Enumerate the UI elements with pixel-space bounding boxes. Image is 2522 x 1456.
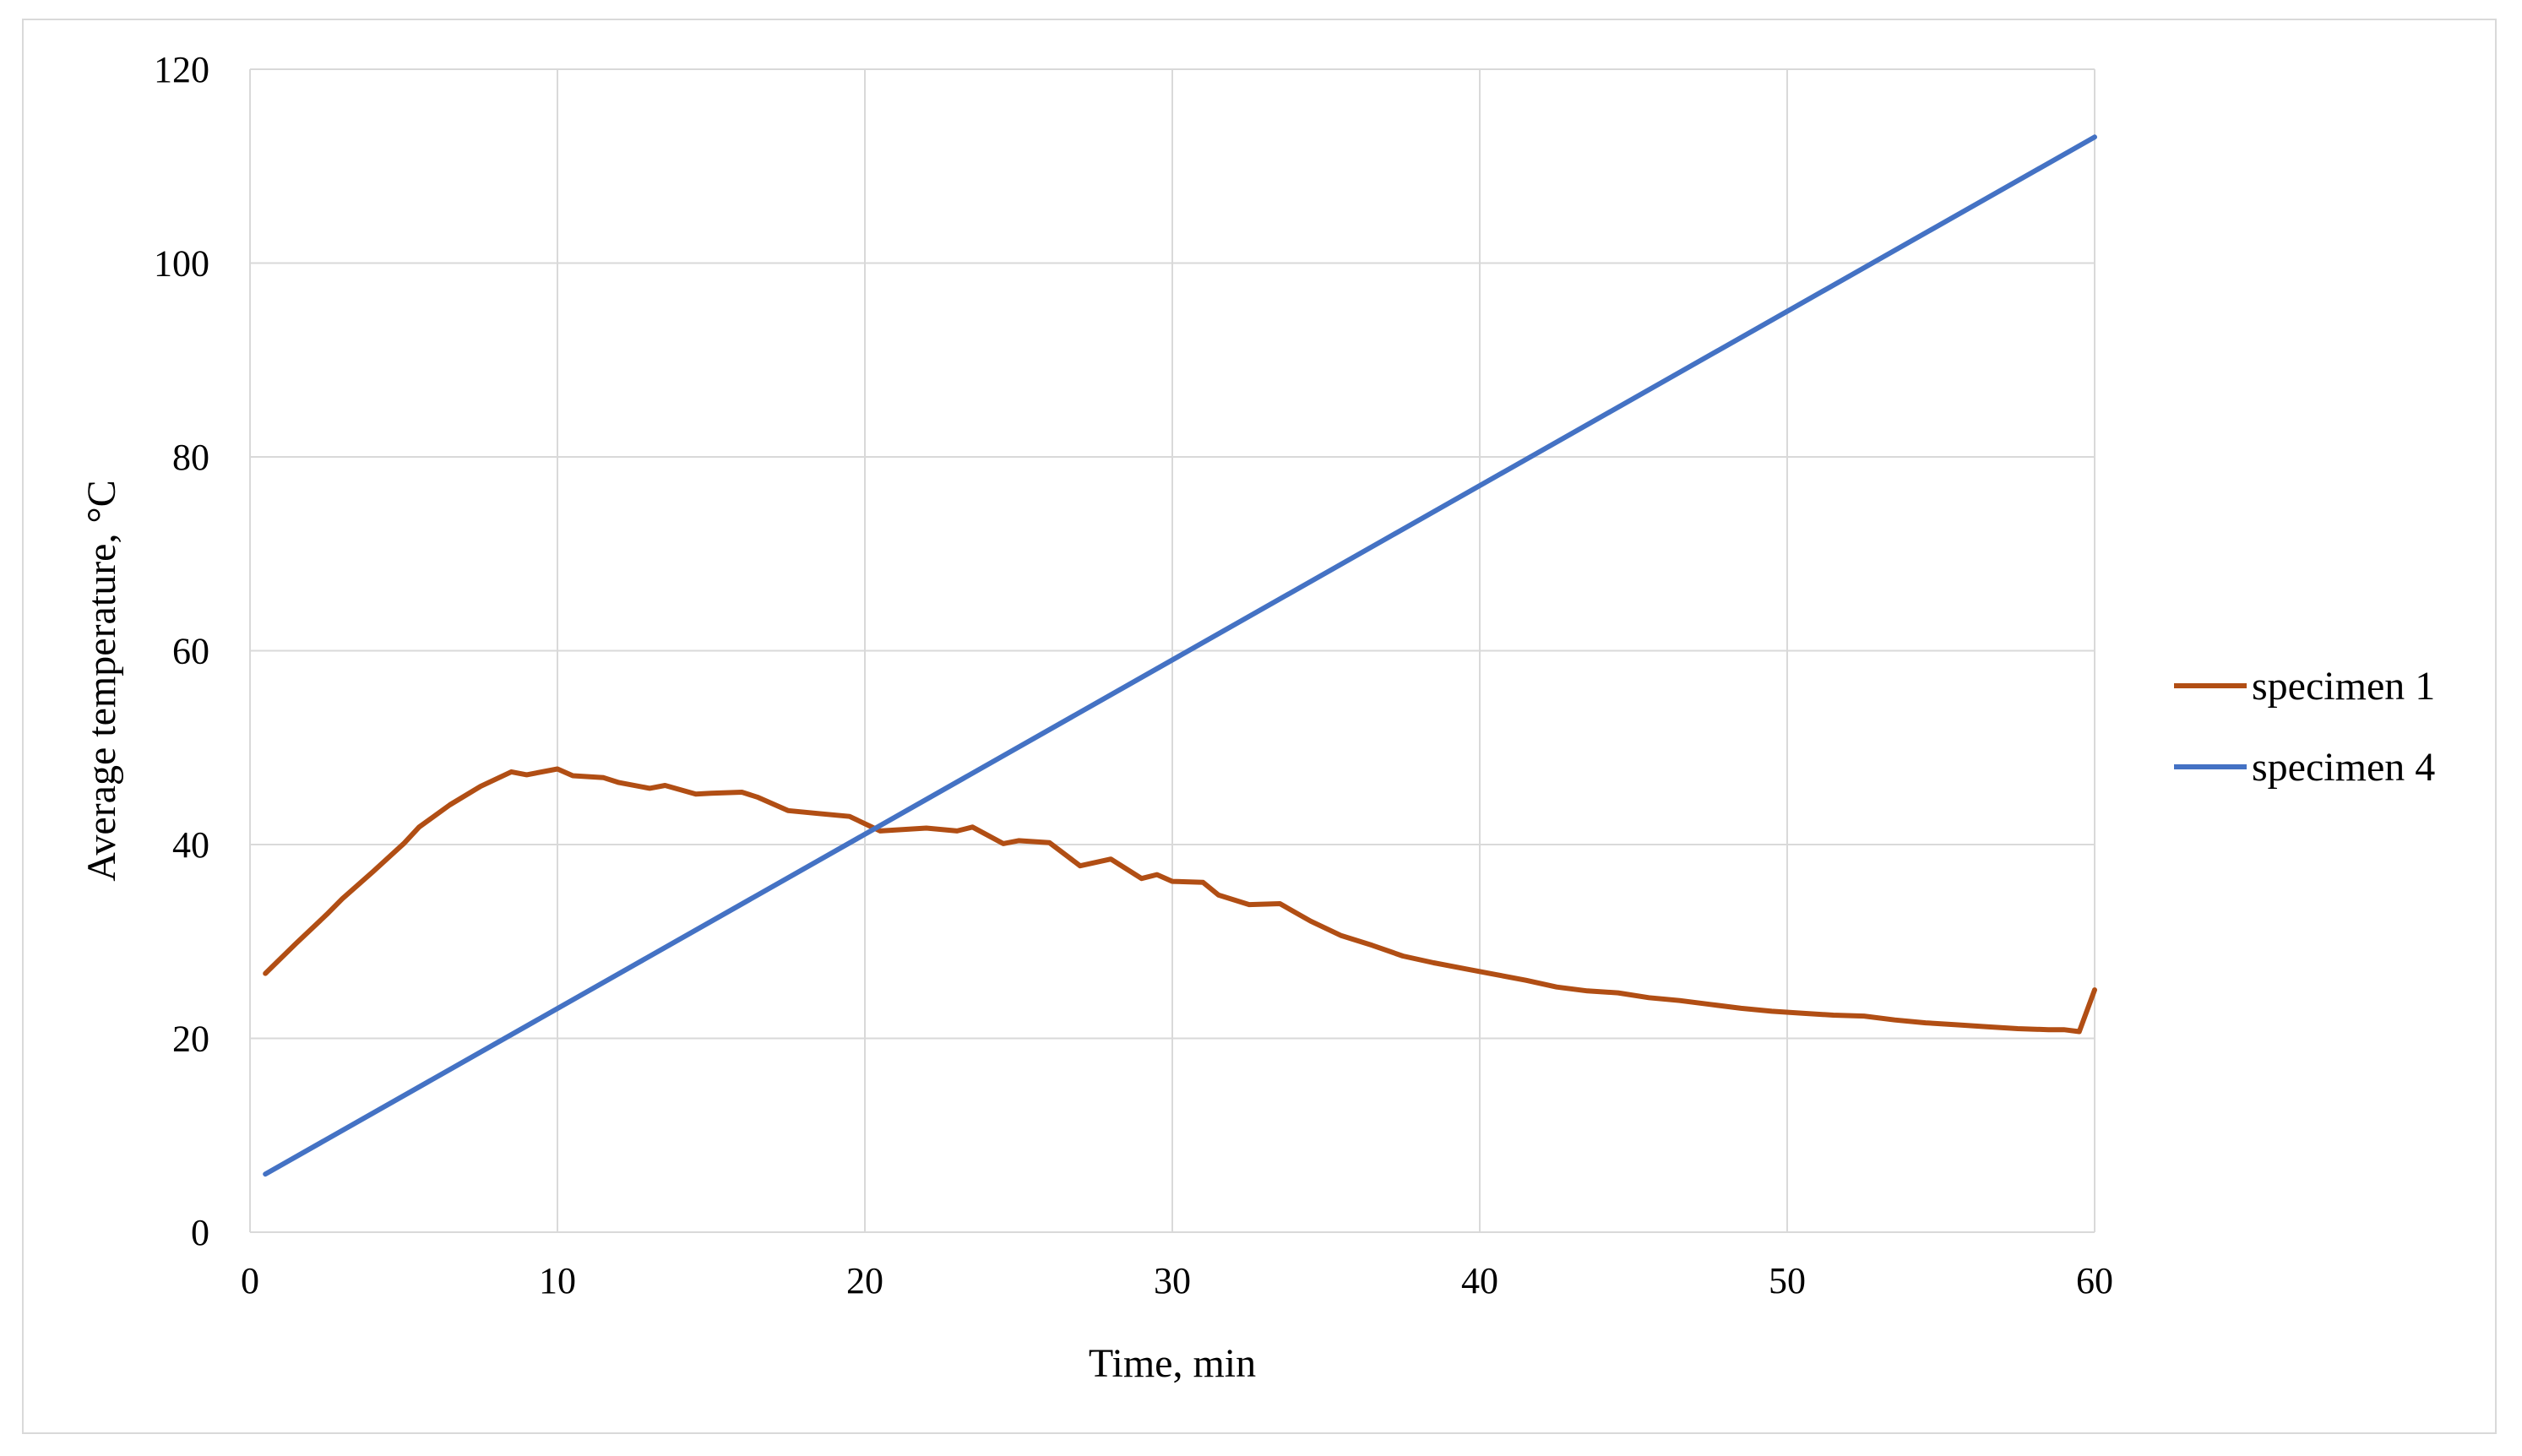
series-line-specimen-1	[263, 766, 2097, 1035]
x-tick-label-4: 40	[1461, 1260, 1498, 1301]
y-tick-label-4: 80	[172, 437, 209, 478]
y-tick-label-5: 100	[154, 243, 209, 285]
tick-labels: 0 20 40 60 80 100 120 0 10 20 30 40 50 60	[154, 49, 2113, 1301]
y-tick-label-2: 40	[172, 824, 209, 866]
x-tick-label-3: 30	[1154, 1260, 1191, 1301]
legend-label-specimen-4: specimen 4	[2252, 745, 2435, 790]
x-tick-label-6: 60	[2076, 1260, 2113, 1301]
y-tick-label-0: 0	[191, 1212, 209, 1253]
series-line-specimen-4	[263, 134, 2097, 1177]
y-tick-label-1: 20	[172, 1019, 209, 1060]
x-axis-title: Time, min	[1089, 1341, 1256, 1386]
legend: specimen 1 specimen 4	[2174, 664, 2435, 790]
x-tick-label-0: 0	[241, 1260, 259, 1301]
legend-label-specimen-1: specimen 1	[2252, 664, 2435, 709]
y-tick-label-3: 60	[172, 631, 209, 672]
chart-frame	[22, 19, 2497, 1434]
series-lines	[263, 134, 2097, 1177]
y-tick-label-6: 120	[154, 49, 209, 90]
x-tick-label-2: 20	[846, 1260, 883, 1301]
gridlines	[249, 68, 2095, 1233]
y-axis-title: Average temperature, °C	[79, 480, 124, 881]
x-tick-label-1: 10	[539, 1260, 576, 1301]
x-tick-label-5: 50	[1769, 1260, 1806, 1301]
